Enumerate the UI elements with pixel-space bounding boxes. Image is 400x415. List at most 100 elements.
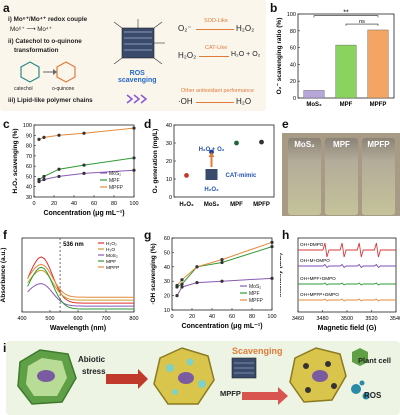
plot-frame [297,237,397,313]
x-tick-label: 40 [209,314,215,320]
x-axis-label: Wavelength (nm) [50,325,106,332]
significance-bracket [313,15,379,18]
data-point [234,140,239,146]
mechanism-item-3: iii) Lipid-like polymer chains [8,97,93,104]
x-tick-label: 100 [267,314,276,320]
y-tick-label: 40 [290,62,296,68]
y-tick-label: 0 [293,96,296,102]
panel-label-g: g [144,228,152,242]
data-point [180,282,184,286]
legend-label: MPF [109,178,120,184]
data-point [132,156,136,160]
chart-f-absorbance: Wavelength (nm) Absorbance (a.u.) 400 500 60… [0,237,139,332]
x-tick-label: 600 [73,316,82,322]
series-line [27,283,134,307]
y-tick-label: 30 [166,141,172,147]
scavenging-label: Scavenging [232,346,283,356]
y-tick-label: 50 [164,250,170,256]
data-point [82,131,86,135]
panel-label-e: e [282,117,289,131]
mechanism-redox: Mo⁶⁺ ⟶ Mo⁴⁺ [10,26,52,33]
catechol-label: catechol [14,86,33,92]
significance-label: ** [343,10,349,17]
data-point [37,137,41,141]
reaction-3-tag: Other antioxidant performance [181,88,254,94]
x-tick-label: 3540 [390,316,400,322]
y-tick-label: 0 [169,195,172,201]
y-tick-label: 60 [290,46,296,52]
mechanism-item-2b: transformation [14,47,59,54]
y-tick-label: 40 [164,265,170,271]
significance-bracket [345,23,379,26]
legend-label: MPFP [106,265,119,271]
mechanism-item-2: ii) Catechol to o-quinone [8,38,82,45]
x-tick-label: 3460 [292,316,304,322]
x-tick-label: 800 [129,316,138,322]
data-point [220,279,224,283]
data-point [42,135,46,139]
y-axis-label: Absorbance (a.u.) [0,248,7,303]
panel-label-a: a [3,1,10,15]
legend-label: MPF [106,259,116,265]
series-line [298,263,396,269]
vial-label-mpf: MPF [333,140,350,149]
data-point [82,163,86,167]
series-label: OH+M+DMPO [300,258,330,263]
chart-b-o2-scavenging: O₂⁻ scavenging ratio (%) 0 20 40 60 80 100 MoS₂… [276,10,395,108]
stress-label: stress [82,367,106,376]
series-line [298,298,396,302]
y-tick-label: 70 [26,154,32,160]
y-tick-label: 40 [166,123,172,129]
x-tick-label: 0 [170,314,173,320]
bar [303,90,325,99]
y-tick-label: 40 [26,185,32,191]
x-tick-label: 3500 [341,316,353,322]
y-tick-label: 60 [26,164,32,170]
data-point [259,139,264,145]
reaction-2-right: H₂O + O₂ [231,51,261,58]
y-tick-label: 20 [166,159,172,165]
x-tick-label: 20 [189,314,195,320]
series-label: OH+DMPO [300,242,324,247]
plot-frame [33,124,135,198]
x-tick-label: 20 [51,201,57,207]
series-line [298,242,396,258]
data-point [57,133,61,137]
data-point [132,168,136,172]
ros-label-line1: ROS [129,70,145,77]
quinone-label: o-quinone [52,86,75,92]
series-line [27,269,134,301]
x-axis-label: Concentration (μg mL⁻¹) [43,210,124,217]
vial-label-mos2: MoS₂ [294,140,315,149]
legend-label: H₂O [106,247,115,253]
ros-label: ROS scavenging [118,70,157,84]
mpfp-label: MPFP [220,389,241,398]
data-point [180,278,184,282]
plot-frame [21,237,135,313]
x-category-label: MPFP [370,102,387,108]
x-axis-label: Concentration (μg mL⁻¹) [181,323,262,330]
data-point [195,265,199,269]
panel-label-f: f [3,228,7,242]
annotation-label: H₂O₂ [204,187,219,193]
chart-d-o2-generation: O₂ generation (mg/L) 0 10 20 30 40 H₂O₂ MoS₂ MPF… [152,123,275,208]
mpfp-particle-icon [205,169,218,180]
x-tick-label: 60 [91,201,97,207]
plant-scavenging-scheme [17,347,370,405]
data-point [132,126,136,130]
significance-label: ns [359,19,365,25]
y-tick-label: 50 [26,174,32,180]
data-point [42,177,46,182]
chart-g-oh-scavenging: Concentration (μg mL⁻¹) ·OH scavenging (%… [150,236,277,330]
y-axis-label: H₂O₂ scavenging (%) [12,128,19,193]
x-category-label: H₂O₂ [179,202,194,208]
legend-label: MoS₂ [249,284,261,290]
y-tick-label: 100 [287,12,296,18]
y-tick-label: 10 [164,308,170,314]
x-category-label: MoS₂ [306,102,322,108]
series-line [27,263,134,298]
plot-frame [173,124,275,198]
y-axis-label: O₂⁻ scavenging ratio (%) [276,18,283,95]
reaction-3-arrow [196,102,234,103]
series-label: OH+MPFP+DMPO [300,292,339,297]
